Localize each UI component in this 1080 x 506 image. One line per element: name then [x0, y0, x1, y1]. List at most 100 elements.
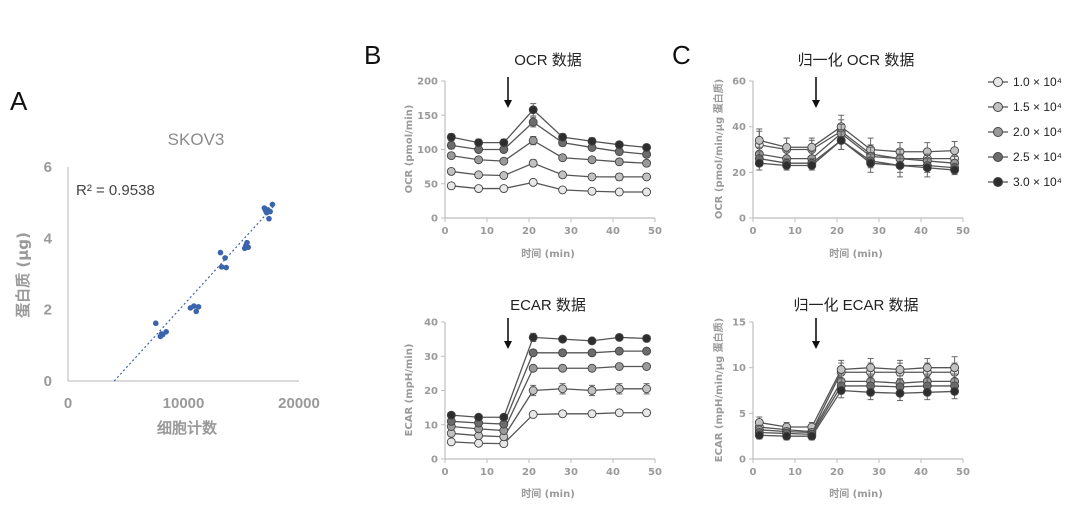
data-point	[895, 388, 905, 398]
legend-marker	[993, 127, 1003, 137]
x-tick-label: 40	[606, 467, 620, 478]
panel-letter-a: A	[10, 86, 28, 116]
data-point	[950, 386, 960, 396]
y-tick-label: 5	[739, 409, 746, 420]
x-tick-label: 10	[788, 226, 802, 237]
data-point	[195, 304, 202, 310]
data-point	[218, 264, 225, 270]
data-point	[474, 170, 484, 180]
injection-arrow-head	[812, 341, 820, 349]
data-point	[499, 184, 509, 193]
panel-c-ecar-chart: 归一化 ECAR 数据 时间 (min) ECAR (mpH/min/μg 蛋白…	[712, 297, 970, 500]
data-point	[269, 201, 276, 208]
data-point	[267, 208, 273, 215]
y-tick-label: 0	[431, 455, 438, 466]
data-point	[446, 166, 456, 176]
legend-entry: 2.5 × 10⁴	[988, 150, 1062, 164]
panel-letter-b: B	[364, 40, 381, 70]
panel-c-ecar-y-label: ECAR (mpH/min/μg 蛋白质)	[712, 318, 725, 462]
data-point	[642, 333, 652, 343]
data-point	[558, 132, 568, 142]
data-point	[528, 410, 538, 419]
panel-c-ocr-x-label: 时间 (min)	[829, 247, 883, 260]
data-point	[446, 132, 456, 142]
y-tick-label: 0	[739, 214, 746, 225]
data-point	[614, 384, 624, 394]
legend-marker	[993, 152, 1003, 162]
data-point	[558, 384, 568, 394]
data-point	[499, 171, 509, 180]
x-tick-label: 40	[914, 226, 928, 237]
y-tick-label: 0	[739, 455, 746, 466]
data-point	[614, 408, 624, 418]
data-point	[474, 438, 484, 448]
data-point	[614, 187, 624, 197]
data-point	[245, 244, 251, 251]
data-point	[587, 172, 597, 182]
data-point	[499, 412, 509, 422]
legend-entry: 2.0 × 10⁴	[988, 125, 1062, 139]
data-point	[587, 136, 597, 146]
data-point	[587, 409, 597, 419]
y-tick-label: 10	[424, 420, 438, 431]
data-point	[922, 363, 932, 373]
legend-marker	[993, 77, 1003, 87]
data-point	[587, 336, 597, 346]
panel-c-ecar-title: 归一化 ECAR 数据	[793, 297, 918, 314]
data-point	[163, 328, 169, 335]
data-point	[474, 138, 484, 148]
x-tick-label: 20	[830, 226, 844, 237]
data-point	[446, 181, 456, 191]
trend-line	[113, 205, 275, 382]
data-point	[642, 142, 652, 152]
y-tick-label: 50	[424, 179, 438, 190]
data-point	[614, 140, 624, 150]
data-point	[950, 363, 960, 373]
x-tick-label: 50	[648, 467, 662, 478]
data-point	[895, 365, 905, 374]
y-tick-label: 20	[732, 168, 746, 179]
panel-b-ecar-x-label: 时间 (min)	[521, 487, 575, 500]
data-point	[528, 363, 538, 373]
x-tick-label: 0	[750, 467, 757, 478]
legend-marker	[993, 177, 1003, 187]
x-tick-label: 50	[648, 226, 662, 237]
x-tick-label: 10	[480, 467, 494, 478]
y-tick-label: 2	[44, 302, 52, 319]
y-tick-label: 6	[44, 159, 52, 176]
data-point	[587, 386, 597, 395]
y-tick-label: 4	[44, 230, 53, 247]
data-point	[836, 386, 846, 395]
data-point	[528, 332, 538, 342]
panel-letter-c: C	[672, 40, 691, 70]
data-point	[866, 363, 876, 373]
data-point	[528, 177, 538, 187]
data-point	[558, 185, 568, 195]
data-point	[642, 362, 652, 371]
panel-b-ecar-y-label: ECAR (mpH/min)	[404, 344, 415, 437]
injection-arrow-head	[504, 100, 512, 108]
data-point	[836, 135, 846, 145]
data-point	[446, 410, 456, 420]
data-point	[614, 172, 624, 182]
legend-entry: 1.0 × 10⁴	[988, 75, 1062, 89]
data-point	[614, 157, 624, 167]
data-point	[558, 153, 568, 163]
data-point	[587, 186, 597, 196]
panel-b-ocr-y-label: OCR (pmol/min)	[404, 105, 415, 194]
data-point	[528, 348, 538, 358]
panel-c-ocr-title: 归一化 OCR 数据	[798, 52, 915, 69]
y-tick-label: 60	[732, 77, 746, 88]
data-point	[642, 172, 652, 182]
data-point	[528, 117, 538, 127]
data-point	[587, 348, 597, 358]
x-tick-label: 10	[480, 226, 494, 237]
panel-a-y-label: 蛋白质 (μg)	[14, 232, 32, 318]
data-point	[528, 158, 538, 168]
data-point	[191, 303, 197, 309]
x-tick-label: 50	[956, 226, 970, 237]
data-point	[782, 142, 792, 152]
data-point	[474, 184, 484, 193]
panel-a-scatter: SKOV3 R² = 0.9538 细胞计数 蛋白质 (μg) 0 2 4 6 0 100…	[14, 130, 320, 437]
